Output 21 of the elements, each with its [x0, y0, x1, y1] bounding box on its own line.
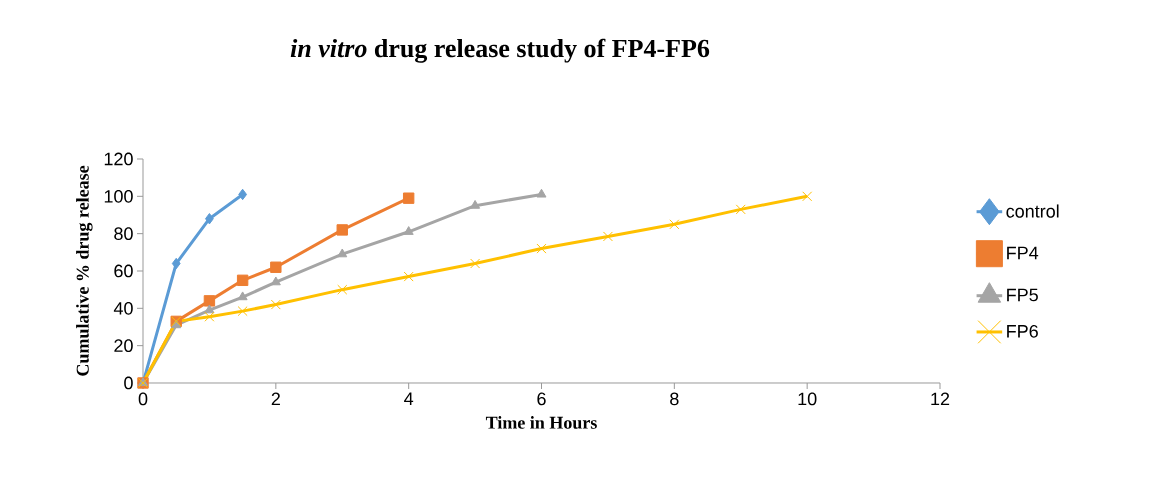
legend-label: FP6: [1007, 324, 1038, 338]
y-axis-title: Cumulative % drug release: [76, 165, 93, 376]
y-tick-label: 100: [104, 189, 133, 203]
y-tick-label: 40: [113, 301, 133, 315]
x-tick-label: 8: [670, 392, 679, 406]
x-tick-label: 4: [404, 392, 414, 405]
x-tick-label: 12: [931, 392, 950, 406]
y-tick-label: 80: [114, 227, 133, 241]
x-tick-label: 2: [271, 392, 280, 406]
legend-label: FP4: [1007, 246, 1039, 260]
y-tick-label: 20: [114, 339, 133, 353]
y-tick-label: 120: [104, 152, 133, 166]
legend-label: control: [1006, 204, 1059, 218]
x-tick-label: 6: [537, 392, 546, 406]
x-axis-title: Time in Hours: [485, 416, 597, 429]
x-tick-label: 0: [138, 392, 148, 406]
y-tick-label: 60: [114, 264, 133, 278]
chart-title: in vitro drug release study of FP4-FP6: [290, 38, 710, 63]
y-tick-label: 0: [124, 376, 133, 390]
x-tick-label: 10: [798, 392, 817, 406]
legend-label: FP5: [1007, 288, 1038, 302]
